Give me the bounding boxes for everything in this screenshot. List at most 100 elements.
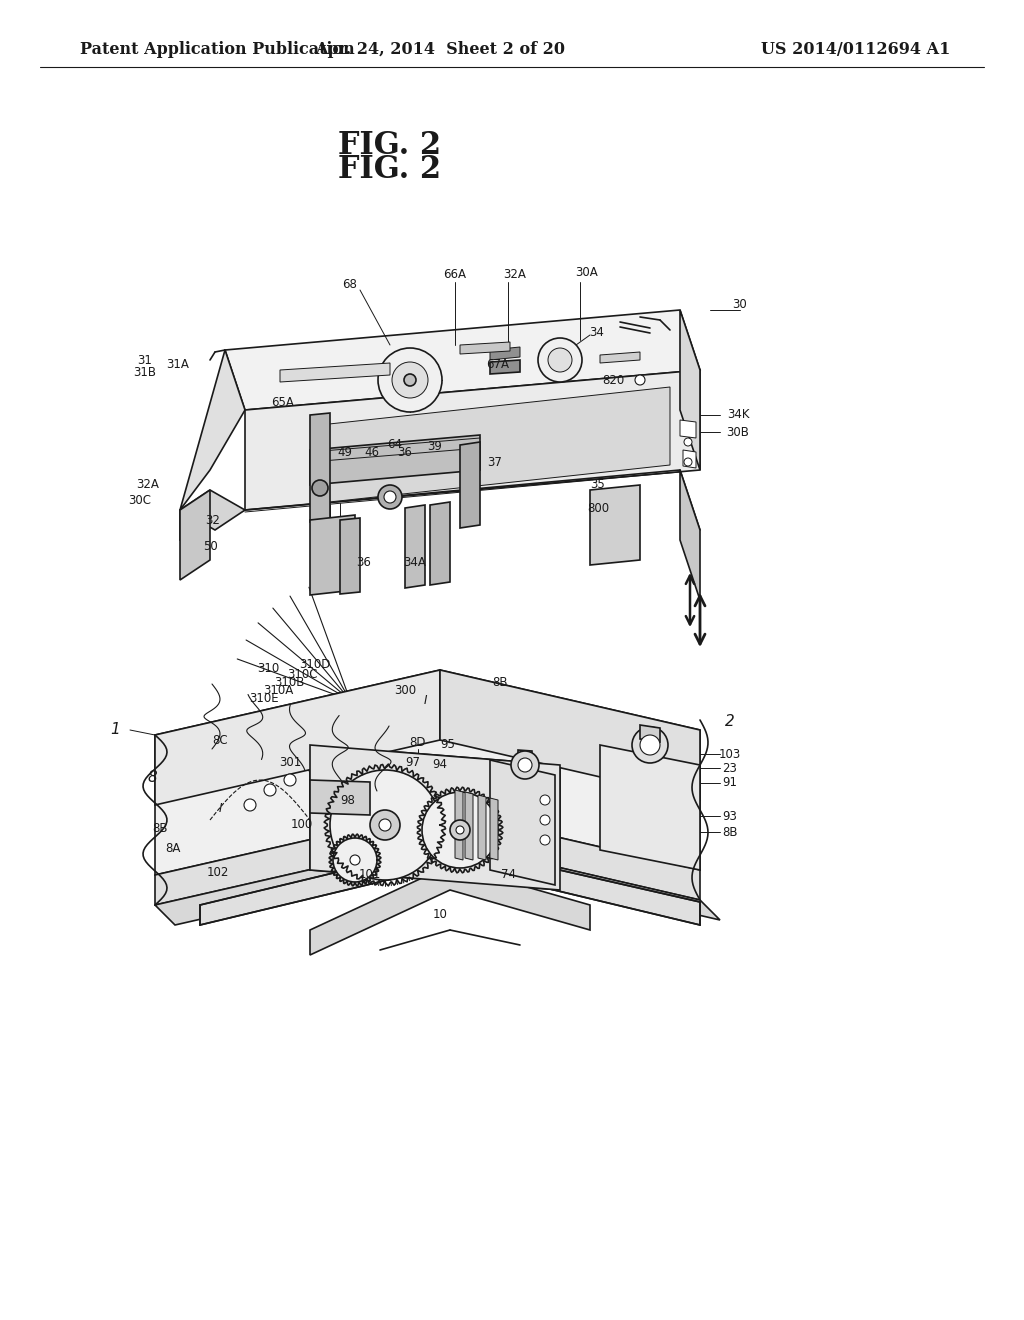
Polygon shape	[245, 370, 700, 510]
Polygon shape	[155, 671, 440, 805]
Circle shape	[312, 480, 328, 496]
Text: 2: 2	[725, 714, 735, 730]
Polygon shape	[490, 799, 498, 861]
Text: 34: 34	[590, 326, 604, 338]
Polygon shape	[280, 363, 390, 381]
Text: 800: 800	[587, 502, 609, 515]
Circle shape	[422, 792, 498, 869]
Text: 95: 95	[440, 738, 456, 751]
Circle shape	[392, 362, 428, 399]
Text: 8: 8	[147, 770, 157, 784]
Text: 31A: 31A	[167, 359, 189, 371]
Polygon shape	[683, 450, 696, 469]
Text: 93: 93	[723, 809, 737, 822]
Circle shape	[264, 784, 276, 796]
Text: 310B: 310B	[273, 676, 304, 689]
Polygon shape	[455, 789, 463, 861]
Text: 23: 23	[723, 762, 737, 775]
Text: 67A: 67A	[486, 359, 510, 371]
Circle shape	[379, 818, 391, 832]
Text: 46: 46	[365, 446, 380, 458]
Circle shape	[404, 374, 416, 385]
Text: 94: 94	[432, 759, 447, 771]
Polygon shape	[310, 515, 355, 595]
Polygon shape	[225, 310, 700, 411]
Text: 66A: 66A	[443, 268, 467, 281]
Circle shape	[540, 814, 550, 825]
Polygon shape	[460, 442, 480, 528]
Text: 37: 37	[487, 455, 503, 469]
Polygon shape	[200, 845, 700, 925]
Circle shape	[538, 338, 582, 381]
Polygon shape	[310, 436, 480, 484]
Circle shape	[511, 751, 539, 779]
Circle shape	[635, 375, 645, 385]
Text: 8A: 8A	[165, 842, 180, 854]
Text: 1: 1	[111, 722, 120, 738]
Text: 65A: 65A	[271, 396, 295, 408]
Polygon shape	[319, 387, 670, 503]
Text: 8B: 8B	[722, 825, 737, 838]
Circle shape	[333, 838, 377, 882]
Text: I: I	[423, 693, 427, 706]
Text: 8B: 8B	[493, 676, 508, 689]
Polygon shape	[680, 470, 700, 601]
Polygon shape	[640, 725, 660, 742]
Text: 31B: 31B	[133, 366, 157, 379]
Text: 35: 35	[591, 479, 605, 491]
Polygon shape	[600, 352, 640, 363]
Text: 820: 820	[602, 374, 624, 387]
Circle shape	[632, 727, 668, 763]
Polygon shape	[155, 840, 720, 925]
Circle shape	[540, 836, 550, 845]
Polygon shape	[490, 760, 555, 884]
Text: 8C: 8C	[212, 734, 227, 747]
Circle shape	[684, 458, 692, 466]
Text: 10: 10	[432, 908, 447, 921]
Polygon shape	[518, 750, 532, 763]
Text: 30: 30	[732, 298, 748, 312]
Polygon shape	[310, 865, 590, 954]
Text: 34K: 34K	[727, 408, 750, 421]
Polygon shape	[310, 413, 330, 521]
Text: 8B: 8B	[153, 821, 168, 834]
Polygon shape	[440, 671, 700, 800]
Circle shape	[450, 820, 470, 840]
Text: 32A: 32A	[504, 268, 526, 281]
Text: 34A: 34A	[403, 556, 426, 569]
Text: Apr. 24, 2014  Sheet 2 of 20: Apr. 24, 2014 Sheet 2 of 20	[315, 41, 565, 58]
Circle shape	[370, 810, 400, 840]
Text: 64: 64	[387, 437, 402, 450]
Text: 310A: 310A	[263, 684, 293, 697]
Circle shape	[378, 348, 442, 412]
Polygon shape	[680, 310, 700, 470]
Text: 97: 97	[406, 755, 421, 768]
Circle shape	[518, 758, 532, 772]
Polygon shape	[180, 350, 245, 510]
Text: I: I	[218, 801, 222, 814]
Circle shape	[540, 795, 550, 805]
Text: 32A: 32A	[136, 479, 160, 491]
Polygon shape	[406, 506, 425, 587]
Text: 30B: 30B	[727, 425, 750, 438]
Text: 8D: 8D	[410, 735, 426, 748]
Text: 301: 301	[279, 755, 301, 768]
Polygon shape	[465, 792, 473, 861]
Polygon shape	[490, 360, 520, 374]
Circle shape	[330, 770, 440, 880]
Circle shape	[456, 826, 464, 834]
Circle shape	[640, 735, 660, 755]
Polygon shape	[478, 795, 486, 861]
Polygon shape	[460, 342, 510, 354]
Polygon shape	[590, 484, 640, 565]
Text: 49: 49	[338, 446, 352, 458]
Polygon shape	[310, 744, 560, 890]
Text: 30C: 30C	[128, 494, 152, 507]
Polygon shape	[430, 502, 450, 585]
Circle shape	[284, 774, 296, 785]
Text: 32: 32	[206, 513, 220, 527]
Text: Patent Application Publication: Patent Application Publication	[80, 41, 354, 58]
Text: 310D: 310D	[299, 659, 331, 672]
Text: 39: 39	[428, 441, 442, 454]
Circle shape	[548, 348, 572, 372]
